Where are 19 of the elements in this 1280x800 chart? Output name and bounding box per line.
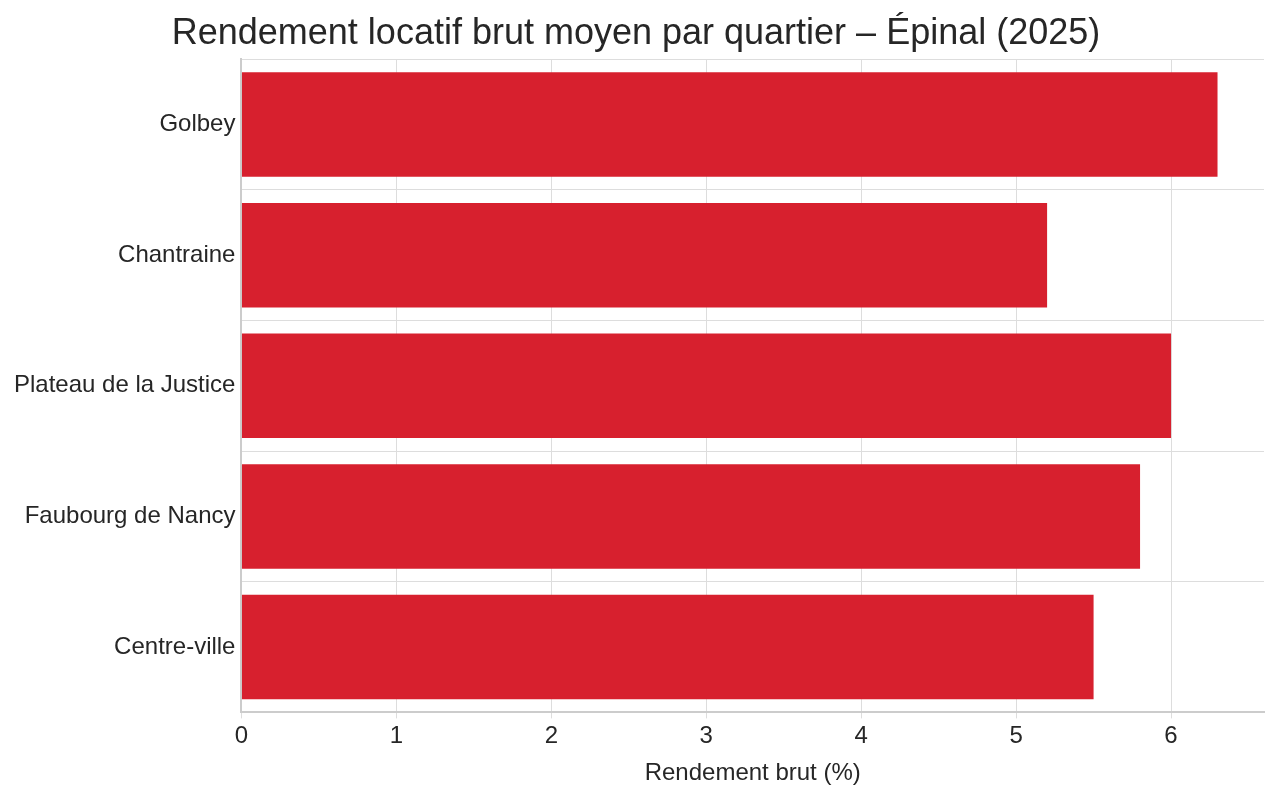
y-tick-label: Plateau de la Justice (13, 370, 236, 398)
x-tick-label: 0 (234, 721, 249, 749)
x-tick-label: 4 (854, 721, 868, 749)
y-tick-label: Golbey (159, 109, 236, 137)
x-axis-title: Rendement brut (%) (644, 758, 861, 786)
x-tick-label: 5 (1009, 721, 1023, 749)
y-tick-label: Faubourg de Nancy (24, 501, 236, 529)
x-tick-label: 6 (1164, 721, 1178, 749)
bar (241, 594, 1094, 700)
bar (241, 464, 1141, 569)
chart-title: Rendement locatif brut moyen par quartier – Épinal (2025) (171, 10, 1101, 52)
x-tick-label: 1 (389, 721, 404, 749)
y-tick-label: Chantraine (118, 239, 236, 267)
bar (241, 333, 1172, 439)
y-tick-label: Centre-ville (114, 631, 236, 659)
bar (241, 72, 1218, 177)
x-tick-label: 3 (699, 721, 713, 749)
x-tick-label: 2 (544, 721, 559, 749)
bar (241, 202, 1048, 308)
